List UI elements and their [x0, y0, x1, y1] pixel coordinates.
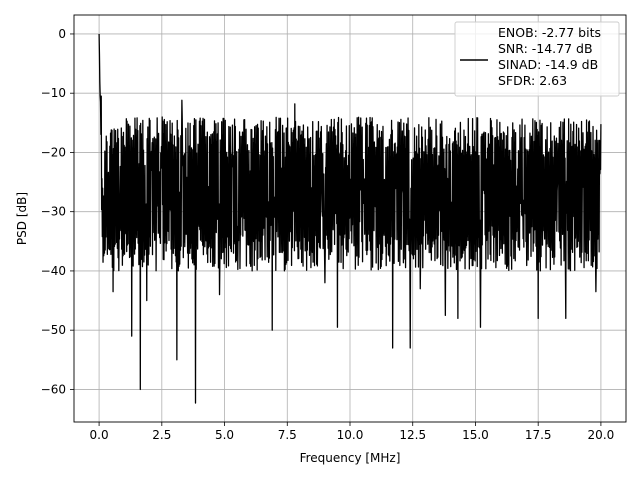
legend-snr: SNR: -14.77 dB: [498, 41, 593, 56]
y-axis-label: PSD [dB]: [15, 192, 29, 245]
legend-enob: ENOB: -2.77 bits: [498, 25, 601, 40]
x-tick-label: 2.5: [152, 428, 171, 442]
legend-sinad: SINAD: -14.9 dB: [498, 57, 598, 72]
y-tick-label: −60: [41, 382, 66, 396]
legend-sfdr: SFDR: 2.63: [498, 73, 567, 88]
psd-series: [98, 33, 602, 404]
y-tick-label: −30: [41, 205, 66, 219]
x-tick-label: 15.0: [462, 428, 489, 442]
psd-line: [98, 33, 602, 404]
x-tick-label: 0.0: [90, 428, 109, 442]
y-tick-label: −20: [41, 145, 66, 159]
y-tick-label: −10: [41, 86, 66, 100]
y-tick-label: −50: [41, 323, 66, 337]
y-axis-ticks: 0 −10 −20 −30 −40 −50 −60: [41, 27, 74, 396]
x-tick-label: 5.0: [215, 428, 234, 442]
y-tick-label: 0: [58, 27, 66, 41]
x-axis-ticks: 0.0 2.5 5.0 7.5 10.0 12.5 15.0 17.5 20.0: [90, 422, 615, 442]
x-tick-label: 20.0: [588, 428, 615, 442]
legend: ENOB: -2.77 bits SNR: -14.77 dB SINAD: -…: [454, 21, 620, 97]
y-tick-label: −40: [41, 264, 66, 278]
x-tick-label: 7.5: [278, 428, 297, 442]
legend-box: [454, 21, 620, 97]
x-tick-label: 17.5: [525, 428, 552, 442]
x-tick-label: 10.0: [337, 428, 364, 442]
x-axis-label: Frequency [MHz]: [300, 451, 401, 465]
x-tick-label: 12.5: [399, 428, 426, 442]
